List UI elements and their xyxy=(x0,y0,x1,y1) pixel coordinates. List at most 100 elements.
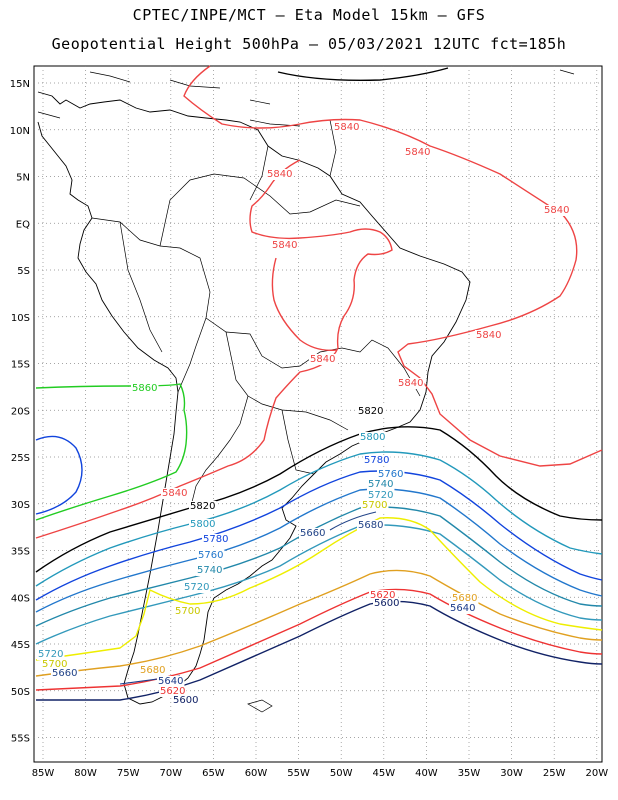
contour-label-5840: 5840 xyxy=(267,169,292,180)
lat-tick-label: 25S xyxy=(11,453,30,464)
contour-label-5840: 5840 xyxy=(272,240,297,251)
label-background xyxy=(357,520,385,531)
contour-label-5720: 5720 xyxy=(184,582,209,593)
contours xyxy=(35,65,603,701)
lon-tick-label: 85W xyxy=(32,768,55,779)
lat-tick-label: 5N xyxy=(16,173,30,184)
contour-5840-inner xyxy=(35,159,393,539)
contour-label-5760: 5760 xyxy=(198,550,223,561)
falklands xyxy=(247,699,273,713)
contour-label-5700: 5700 xyxy=(362,500,387,511)
contour-label-5740: 5740 xyxy=(368,479,393,490)
lon-tick-label: 45W xyxy=(372,768,395,779)
south-america-coast xyxy=(37,91,471,705)
contour-label-5840: 5840 xyxy=(544,205,569,216)
lon-tick-label: 70W xyxy=(159,768,182,779)
contour-label-5780: 5780 xyxy=(203,534,228,545)
contour-label-5600: 5600 xyxy=(173,695,198,706)
lon-tick-label: 65W xyxy=(202,768,225,779)
lat-tick-label: 45S xyxy=(11,640,30,651)
contour-label-5660: 5660 xyxy=(52,668,77,679)
contour-label-5600: 5600 xyxy=(374,598,399,609)
contour-label-5620: 5620 xyxy=(160,686,185,697)
contour-label-5840: 5840 xyxy=(162,488,187,499)
lat-tick-label: 55S xyxy=(11,734,30,745)
contour-label-5680: 5680 xyxy=(140,665,165,676)
lat-tick-label: 30S xyxy=(11,500,30,511)
contour-label-5860: 5860 xyxy=(132,383,157,394)
label-background xyxy=(172,695,200,706)
lon-tick-label: 30W xyxy=(500,768,523,779)
lat-tick-label: 15S xyxy=(11,360,30,371)
contour-label-5840: 5840 xyxy=(405,147,430,158)
label-background xyxy=(189,519,217,530)
contour-label-5840: 5840 xyxy=(334,122,359,133)
label-background xyxy=(51,668,79,679)
lat-tick-label: 10S xyxy=(11,313,30,324)
label-background xyxy=(361,500,389,511)
label-background xyxy=(397,378,425,389)
label-background xyxy=(357,406,385,417)
contour-5740 xyxy=(35,506,603,627)
contour-label-5800: 5800 xyxy=(190,519,215,530)
contour-5680 xyxy=(35,569,603,677)
contour-label-5740: 5740 xyxy=(197,565,222,576)
contour-label-5760: 5760 xyxy=(378,469,403,480)
contour-5820-north xyxy=(277,67,449,82)
coastlines xyxy=(37,69,575,713)
lat-lon-grid xyxy=(34,66,602,762)
contour-label-5840: 5840 xyxy=(310,354,335,365)
contour-5860 xyxy=(35,383,188,521)
contour-label-5840: 5840 xyxy=(398,378,423,389)
contour-label-5840: 5840 xyxy=(476,330,501,341)
lat-tick-label: 40S xyxy=(11,593,30,604)
contour-5760 xyxy=(35,488,603,613)
label-background xyxy=(369,590,397,601)
label-background xyxy=(159,686,187,697)
label-background xyxy=(449,603,477,614)
lon-tick-label: 75W xyxy=(117,768,140,779)
contour-label-5640: 5640 xyxy=(158,676,183,687)
label-background xyxy=(139,665,167,676)
contour-label-5720: 5720 xyxy=(368,490,393,501)
lon-tick-label: 25W xyxy=(543,768,566,779)
contour-label-5820: 5820 xyxy=(190,501,215,512)
label-background xyxy=(299,528,327,539)
lat-tick-label: EQ xyxy=(16,219,30,230)
label-background xyxy=(359,432,387,443)
contour-label-5820: 5820 xyxy=(358,406,383,417)
label-background xyxy=(309,354,337,365)
label-background xyxy=(373,598,401,609)
label-background xyxy=(157,676,185,687)
map-subtitle: Geopotential Height 500hPa – 05/03/2021 … xyxy=(51,35,567,53)
label-background xyxy=(202,534,230,545)
lon-tick-label: 50W xyxy=(330,768,353,779)
lon-tick-label: 55W xyxy=(287,768,310,779)
contour-label-5700: 5700 xyxy=(42,659,67,670)
lat-tick-label: 5S xyxy=(17,266,30,277)
contour-label-5640: 5640 xyxy=(450,603,475,614)
contour-labels: 5840 5840 5840 5840 5840 5840 5840 5840 … xyxy=(37,122,571,707)
label-background xyxy=(174,606,202,617)
label-background xyxy=(475,330,503,341)
label-background xyxy=(271,240,299,251)
lat-tick-label: 10N xyxy=(10,126,30,137)
lon-tick-label: 35W xyxy=(458,768,481,779)
contour-label-5680: 5680 xyxy=(452,593,477,604)
contour-label-5720: 5720 xyxy=(38,649,63,660)
lat-tick-label: 50S xyxy=(11,687,30,698)
contour-5700 xyxy=(35,517,603,661)
label-background xyxy=(197,550,225,561)
label-background xyxy=(404,147,432,158)
label-background xyxy=(183,582,211,593)
label-background xyxy=(367,490,395,501)
closed-low-contour xyxy=(35,435,83,515)
label-background xyxy=(196,565,224,576)
contour-5840-loop xyxy=(271,257,337,351)
lon-tick-label: 60W xyxy=(245,768,268,779)
label-background xyxy=(367,479,395,490)
lon-tick-label: 40W xyxy=(415,768,438,779)
contour-5620 xyxy=(35,588,603,691)
label-background xyxy=(189,501,217,512)
